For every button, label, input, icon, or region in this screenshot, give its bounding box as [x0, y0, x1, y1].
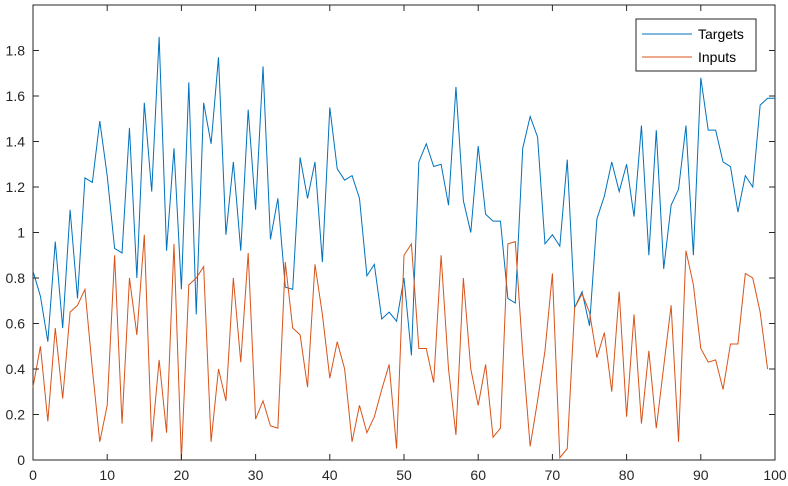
- x-tick-label: 80: [619, 467, 635, 483]
- plot-box: [32, 4, 776, 461]
- y-tick-label: 0.4: [6, 361, 26, 377]
- x-tick-label: 90: [693, 467, 709, 483]
- series-line-inputs: [32, 234, 769, 461]
- y-tick-label: 0.6: [6, 316, 26, 332]
- legend: Targets Inputs: [635, 18, 757, 72]
- y-tick-label: 1.2: [6, 179, 26, 195]
- series-line-targets: [32, 36, 775, 356]
- x-tick-label: 100: [763, 467, 787, 483]
- y-tick-label: 1.8: [6, 43, 26, 59]
- x-tick-label: 40: [322, 467, 338, 483]
- x-tick-label: 60: [470, 467, 486, 483]
- legend-label-inputs: Inputs: [698, 49, 736, 65]
- y-tick-label: 1.4: [6, 134, 26, 150]
- legend-box: [635, 18, 757, 72]
- plot-area: [32, 4, 776, 461]
- legend-label-targets: Targets: [698, 26, 744, 42]
- x-tick-label: 70: [545, 467, 561, 483]
- y-tick-label: 0.8: [6, 270, 26, 286]
- y-tick-label: 0.2: [6, 407, 26, 423]
- y-tick-label: 0: [17, 452, 25, 468]
- axis-ticks: 0 10 20 30 40 50 60 70 80 90 100 0 0.2 0.4 0.6 0.8 1 1.2 1…: [6, 5, 787, 483]
- x-tick-label: 0: [29, 467, 37, 483]
- x-tick-label: 50: [396, 467, 412, 483]
- y-tick-label: 1.6: [6, 88, 26, 104]
- y-tick-label: 1: [17, 225, 25, 241]
- x-tick-label: 30: [248, 467, 264, 483]
- x-tick-label: 10: [99, 467, 115, 483]
- x-tick-label: 20: [174, 467, 190, 483]
- series-layer: [32, 36, 775, 461]
